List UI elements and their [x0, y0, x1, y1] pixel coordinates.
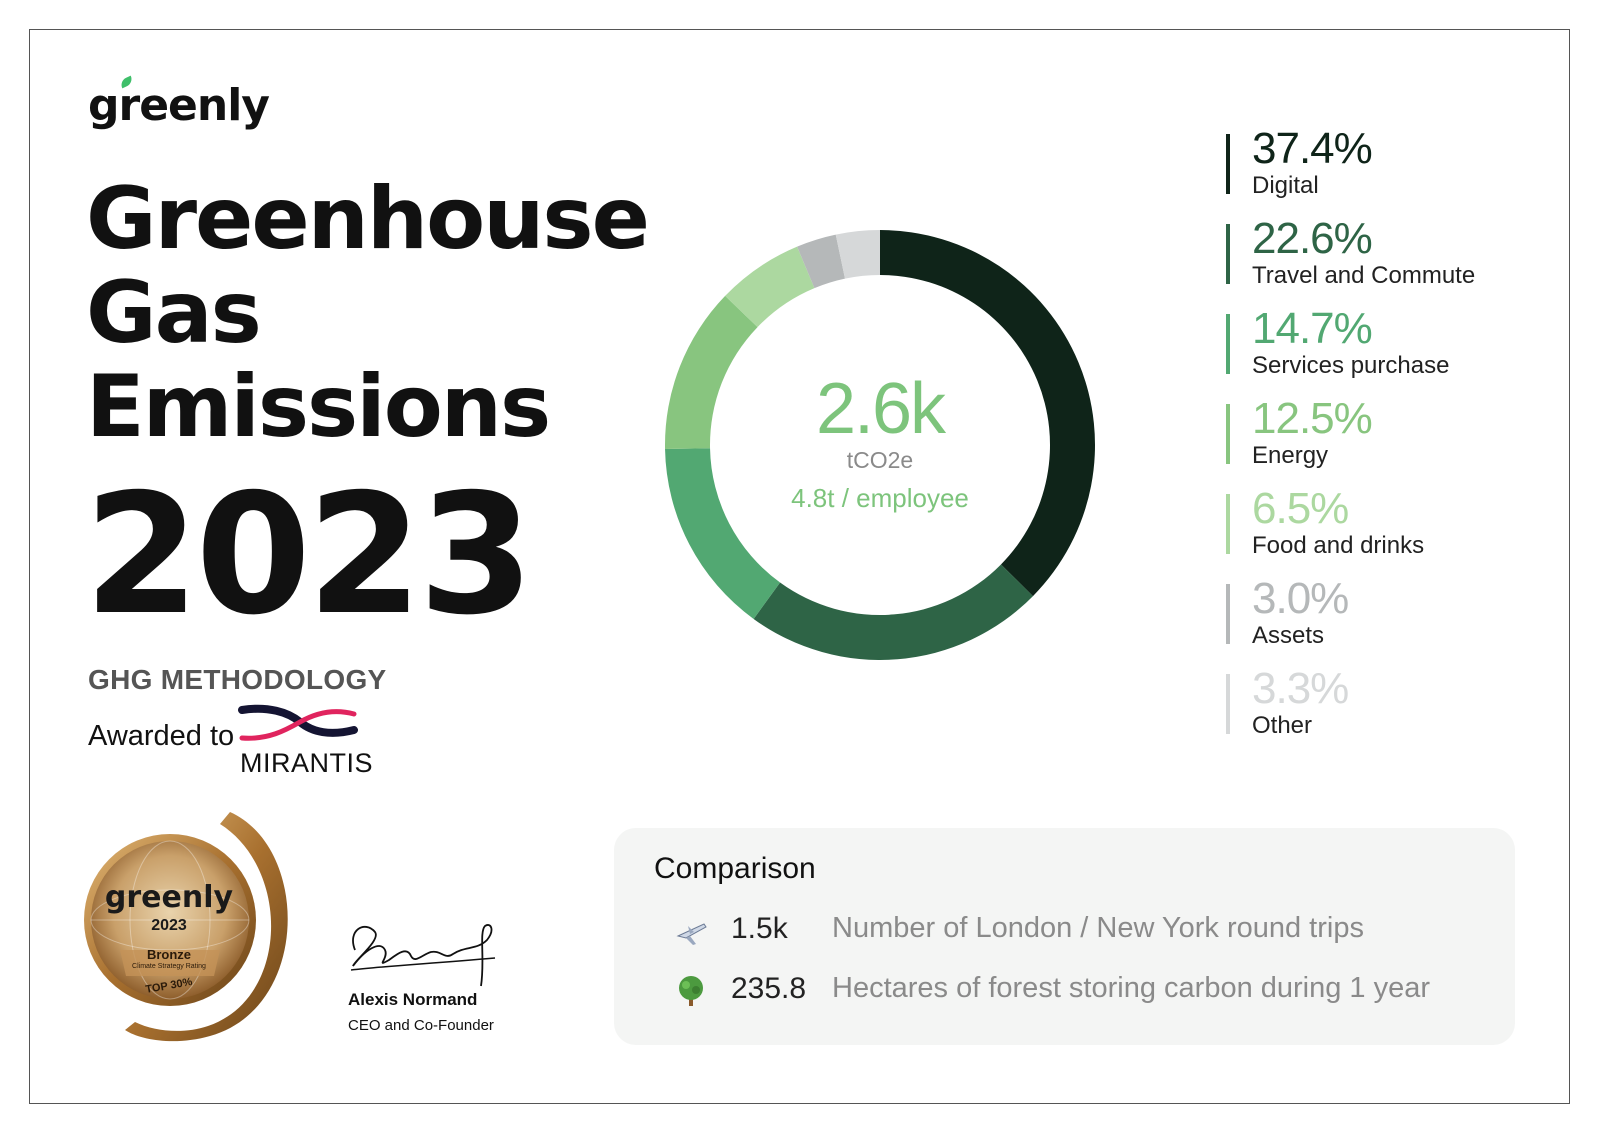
- donut-slice-energy: [665, 295, 758, 450]
- greenly-logo: greenly: [88, 80, 270, 131]
- legend-item: 37.4% Digital: [1226, 124, 1526, 208]
- signature-icon: [350, 924, 496, 987]
- legend-color-bar: [1226, 224, 1230, 284]
- legend-color-bar: [1226, 584, 1230, 644]
- legend-percentage: 3.0%: [1252, 574, 1349, 623]
- company-name: MIRANTIS: [240, 748, 374, 778]
- donut-slice-assets: [797, 234, 846, 289]
- airplane-icon: [676, 923, 707, 945]
- title-line-3: Emissions: [86, 357, 551, 457]
- legend-label: Assets: [1252, 622, 1325, 649]
- comparison-title: Comparison: [654, 852, 816, 885]
- total-emissions-value: 2.6k: [815, 369, 946, 449]
- legend-percentage: 14.7%: [1252, 304, 1373, 353]
- legend-color-bar: [1226, 404, 1230, 464]
- legend-label: Digital: [1252, 172, 1319, 199]
- donut-slice-travel-and-commute: [753, 564, 1033, 660]
- methodology-label: GHG METHODOLOGY: [88, 664, 387, 695]
- medal-subtitle: Climate Strategy Rating: [132, 963, 206, 970]
- comparison-row: 235.8 Hectares of forest storing carbon …: [674, 970, 1494, 1014]
- comparison-row: 1.5k Number of London / New York round t…: [674, 910, 1494, 954]
- legend-item: 14.7% Services purchase: [1226, 304, 1526, 388]
- donut-slice-digital: [880, 230, 1095, 597]
- legend-item: 12.5% Energy: [1226, 394, 1526, 478]
- comparison-value: 1.5k: [731, 912, 788, 945]
- legend-percentage: 12.5%: [1252, 394, 1373, 443]
- page-frame: [29, 29, 1570, 1104]
- medal-rank: Bronze: [146, 947, 192, 962]
- report-year: 2023: [84, 459, 534, 652]
- legend-percentage: 3.3%: [1252, 664, 1349, 713]
- comparison-label: Hectares of forest storing carbon during…: [832, 972, 1431, 1004]
- title-line-2: Gas: [86, 263, 262, 363]
- page-title: Greenhouse Gas Emissions: [86, 169, 650, 457]
- signer-role: CEO and Co-Founder: [348, 1017, 494, 1034]
- donut-slice-other: [835, 230, 880, 279]
- legend-percentage: 6.5%: [1252, 484, 1349, 533]
- comparison-value: 235.8: [731, 972, 807, 1005]
- legend-label: Energy: [1252, 442, 1329, 469]
- tree-icon: [679, 976, 703, 1006]
- emissions-donut-chart: [665, 230, 1095, 660]
- legend-percentage: 22.6%: [1252, 214, 1373, 263]
- legend-color-bar: [1226, 494, 1230, 554]
- legend-color-bar: [1226, 674, 1230, 734]
- medal-brand: greenly: [104, 880, 234, 915]
- legend-color-bar: [1226, 314, 1230, 374]
- legend-label: Services purchase: [1252, 352, 1450, 379]
- legend-color-bar: [1226, 134, 1230, 194]
- legend-label: Food and drinks: [1252, 532, 1425, 559]
- legend-item: 3.0% Assets: [1226, 574, 1526, 658]
- bronze-medal-badge: [84, 812, 288, 1042]
- mirantis-logo: [238, 704, 358, 741]
- title-line-1: Greenhouse: [86, 169, 650, 269]
- per-employee-value: 4.8t / employee: [791, 483, 969, 513]
- comparison-label: Number of London / New York round trips: [832, 912, 1364, 944]
- donut-slice-services-purchase: [665, 448, 781, 619]
- legend-percentage: 37.4%: [1252, 124, 1373, 173]
- legend-item: 6.5% Food and drinks: [1226, 484, 1526, 568]
- legend-item: 22.6% Travel and Commute: [1226, 214, 1526, 298]
- comparison-card: Comparison 1.5k Number of London / New Y…: [614, 828, 1515, 1045]
- legend-label: Other: [1252, 712, 1313, 739]
- awarded-label: Awarded to: [88, 720, 235, 752]
- donut-slice-food-and-drinks: [725, 246, 815, 328]
- leaf-icon: r: [118, 80, 141, 131]
- signer-name: Alexis Normand: [348, 990, 478, 1009]
- total-emissions-unit: tCO2e: [846, 447, 914, 473]
- legend-label: Travel and Commute: [1252, 262, 1476, 289]
- medal-year: 2023: [151, 917, 187, 934]
- legend-item: 3.3% Other: [1226, 664, 1526, 748]
